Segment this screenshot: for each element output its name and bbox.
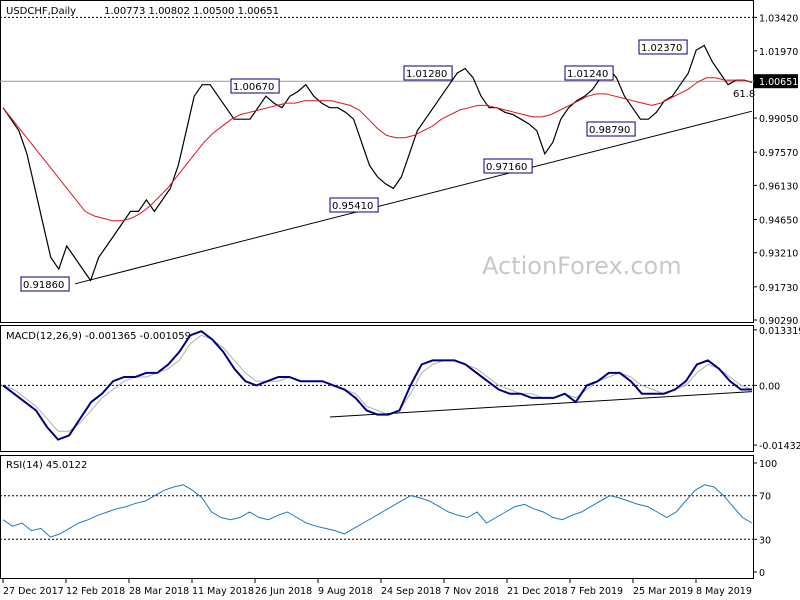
macd-layer (0, 330, 754, 441)
date-tick-label: 12 Feb 2018 (66, 586, 125, 597)
date-tick-label: 11 May 2018 (192, 586, 254, 597)
price-tick-label: 0.96130 (759, 181, 798, 192)
price-series-line (2, 44, 753, 282)
price-callout: 0.97160 (486, 162, 527, 173)
macd-tick-label: 0.00 (759, 381, 780, 392)
date-tick-label: 28 Mar 2018 (129, 586, 189, 597)
rsi-layer (0, 484, 754, 540)
rsi-panel-frame (0, 455, 754, 579)
price-tick-label: 1.03420 (759, 13, 798, 24)
date-tick-label: 26 Jun 2018 (255, 586, 312, 597)
price-callout-box (638, 39, 688, 55)
rsi-title: RSI(14) 45.0122 (6, 460, 87, 471)
macd-panel-frame (0, 325, 754, 452)
macd-tick-label: 0.013319 (759, 326, 800, 337)
price-annotations: 0.91860 0.95410 1.00670 1.01280 0.97160 1.012… (20, 39, 755, 292)
watermark: ActionForex.com (482, 252, 682, 280)
sma-series-line (2, 77, 753, 222)
macd-line (2, 330, 752, 441)
rsi-tick-label: 30 (759, 535, 771, 546)
price-callout: 0.95410 (332, 201, 373, 212)
fibonacci-label: 61.8 (733, 89, 755, 100)
axis-labels: 1.03420 1.01970 0.99050 0.97570 0.96130 0.946… (2, 13, 800, 597)
date-tick-label: 27 Dec 2017 (3, 586, 64, 597)
trendline (74, 110, 753, 285)
rsi-tick-label: 70 (759, 492, 771, 503)
price-tick-label: 0.99050 (759, 114, 798, 125)
price-callout: 1.02370 (641, 43, 682, 54)
price-tick-label: 0.94650 (759, 216, 798, 227)
macd-tick-label: -0.014323 (759, 441, 800, 452)
price-callout: 0.98790 (589, 125, 630, 136)
price-callout-box (586, 121, 636, 137)
price-tick-label: 0.93210 (759, 249, 798, 260)
price-callout-box (230, 78, 280, 94)
date-tick-label: 25 Mar 2019 (633, 586, 693, 597)
date-tick-label: 7 Nov 2018 (444, 586, 499, 597)
macd-title: MACD(12,26,9) -0.001365 -0.001059 (6, 331, 191, 342)
current-price-label: 1.00651 (759, 77, 798, 88)
price-callout: 0.91860 (23, 280, 64, 291)
current-price-box (754, 74, 798, 89)
price-callout-box (483, 158, 533, 174)
price-panel-frame (0, 0, 754, 323)
macd-signal-line (2, 334, 753, 432)
price-tick-label: 0.97570 (759, 148, 798, 159)
date-tick-label: 8 May 2019 (696, 586, 752, 597)
date-tick-label: 9 Aug 2018 (318, 586, 373, 597)
price-callout: 1.00670 (233, 82, 274, 93)
ohlc-label: 1.00773 1.00802 1.00500 1.00651 (104, 6, 279, 17)
price-layer (0, 16, 754, 285)
price-callout-box (329, 197, 379, 213)
price-callout-box (564, 65, 614, 81)
rsi-tick-label: 0 (759, 568, 765, 579)
price-callout: 1.01280 (406, 69, 447, 80)
price-tick-label: 0.91730 (759, 283, 798, 294)
price-callout-box (403, 65, 453, 81)
rsi-tick-label: 100 (759, 459, 777, 470)
date-tick-label: 21 Dec 2018 (507, 586, 568, 597)
date-tick-label: 7 Feb 2019 (570, 586, 623, 597)
price-tick-label: 0.90290 (759, 316, 798, 327)
symbol-label: USDCHF,Daily (6, 6, 76, 17)
price-tick-label: 1.01970 (759, 47, 798, 58)
price-callout: 1.01240 (567, 69, 608, 80)
date-tick-label: 24 Sep 2018 (381, 586, 441, 597)
macd-trendline (329, 391, 753, 418)
price-callout-box (20, 276, 70, 292)
rsi-line (2, 484, 753, 538)
